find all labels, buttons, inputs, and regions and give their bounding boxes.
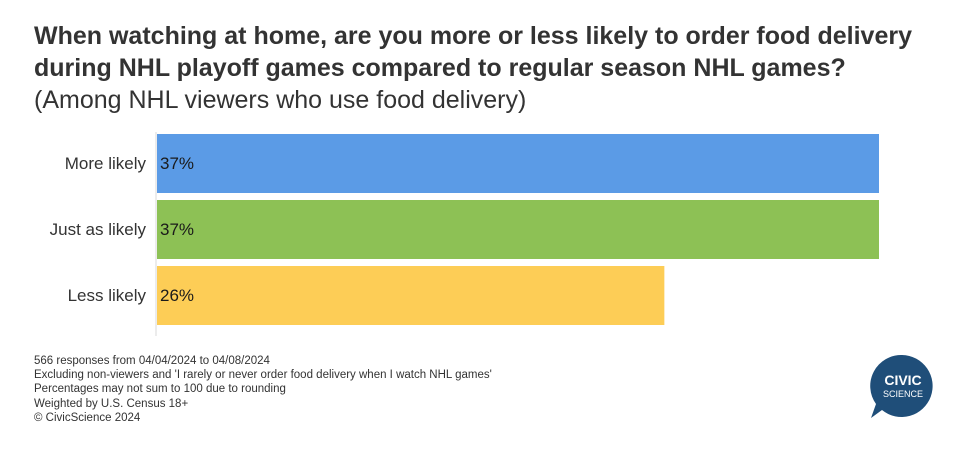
logo-text-civic: CIVIC [884,372,921,388]
chart-title-question: When watching at home, are you more or l… [34,22,912,82]
bar-less-likely [157,266,665,325]
value-label-just-as-likely: 37% [160,220,194,239]
value-label-less-likely: 26% [160,286,194,305]
footnote-weighting: Weighted by U.S. Census 18+ [34,397,189,410]
footnotes: 566 responses from 04/04/2024 to 04/08/2… [34,354,492,425]
footnote-exclusion: Excluding non-viewers and 'I rarely or n… [34,369,492,382]
logo-text-science: SCIENCE [883,389,923,399]
bar-more-likely [157,134,879,193]
civicscience-logo: CIVIC SCIENCE [870,354,933,418]
footnote-copyright: © CivicScience 2024 [34,411,141,424]
bar-just-as-likely [157,200,879,259]
category-label-more-likely: More likely [65,154,147,173]
chart-title: When watching at home, are you more or l… [34,20,934,116]
chart-title-subtitle: (Among NHL viewers who use food delivery… [34,86,527,114]
logo-speech-bubble [870,354,933,418]
category-label-less-likely: Less likely [68,286,147,305]
footnote-responses: 566 responses from 04/04/2024 to 04/08/2… [34,355,270,367]
category-label-just-as-likely: Just as likely [50,220,147,239]
value-label-more-likely: 37% [160,154,194,173]
footnote-rounding: Percentages may not sum to 100 due to ro… [34,383,286,396]
